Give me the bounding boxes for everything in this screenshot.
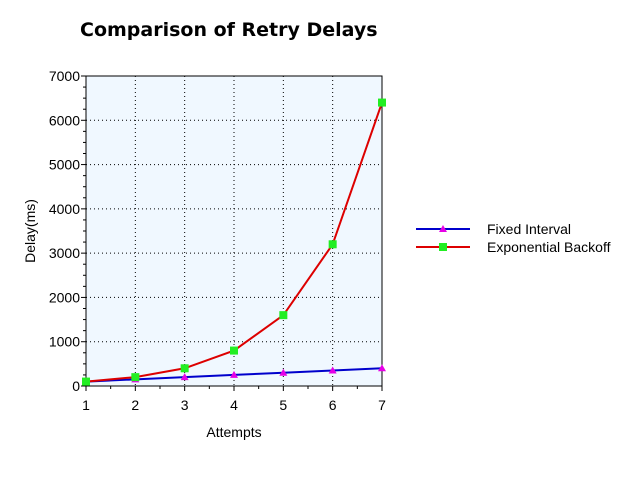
x-tick-label: 1	[82, 397, 90, 413]
y-tick-label: 4000	[49, 201, 80, 217]
legend-marker-triangle	[439, 225, 447, 232]
y-tick-label: 2000	[49, 289, 80, 305]
data-point-triangle	[378, 364, 386, 372]
data-point-triangle	[230, 370, 238, 378]
x-tick-label: 3	[181, 397, 189, 413]
x-tick-label: 5	[279, 397, 287, 413]
y-tick-label: 3000	[49, 245, 80, 261]
x-tick-label: 7	[378, 397, 386, 413]
y-tick-label: 7000	[49, 68, 80, 84]
data-point-square	[82, 377, 90, 386]
x-tick-label: 4	[230, 397, 238, 413]
legend-label: Fixed Interval	[487, 221, 571, 237]
data-point-square	[378, 98, 386, 107]
x-tick-label: 2	[131, 397, 139, 413]
axes: 0 1000 2000 3000 4000 5000 6000 7000 1 2 3 4 5 6 7	[49, 68, 386, 413]
legend-marker-square	[439, 243, 447, 251]
y-tick-label: 1000	[49, 334, 80, 350]
y-tick-label: 0	[72, 378, 80, 394]
data-point-triangle	[328, 366, 337, 374]
legend-label: Exponential Backoff	[487, 239, 611, 255]
y-axis-title: Delay(ms)	[22, 199, 38, 263]
data-point-square	[230, 346, 238, 355]
data-point-triangle	[279, 368, 288, 376]
data-point-square	[131, 373, 140, 382]
x-axis-title: Attempts	[206, 424, 261, 440]
legend: Fixed Interval Exponential Backoff	[416, 221, 611, 255]
y-tick-label: 5000	[49, 157, 80, 173]
plot-area	[86, 76, 382, 386]
data-point-square	[279, 311, 288, 320]
y-tick-label: 6000	[49, 112, 80, 128]
data-point-square	[180, 364, 189, 373]
series-layer	[82, 98, 386, 386]
data-point-square	[328, 240, 337, 249]
data-point-triangle	[180, 373, 189, 381]
grid	[86, 76, 382, 386]
x-tick-label: 6	[329, 397, 337, 413]
chart-title: Comparison of Retry Delays	[80, 19, 378, 41]
